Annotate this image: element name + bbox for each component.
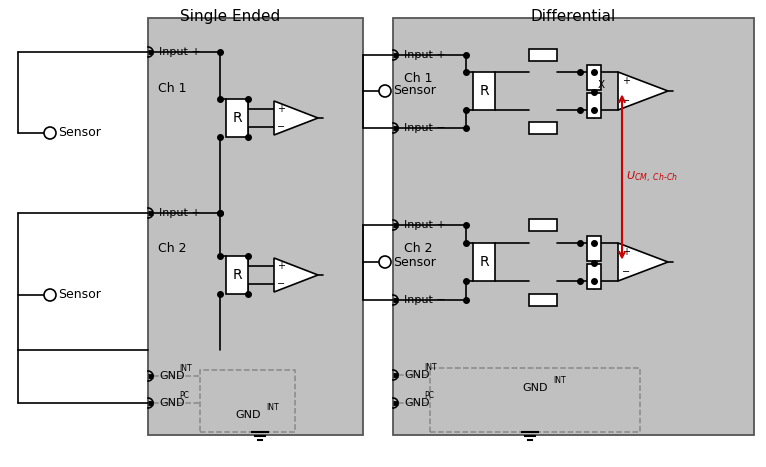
Text: Sensor: Sensor [393,255,436,269]
Text: R: R [232,268,242,282]
Text: $U_{CM,\ Ch\text{-}Ch}$: $U_{CM,\ Ch\text{-}Ch}$ [626,170,678,184]
Text: INT: INT [553,376,565,385]
Text: PC: PC [424,391,434,400]
Bar [200,370,295,432]
Text: GND: GND [235,410,260,420]
Text: Ch 1: Ch 1 [404,71,432,85]
Text: −: − [277,122,285,132]
Bar [529,294,557,306]
Text: INT: INT [424,363,437,372]
Text: +: + [277,104,285,114]
Polygon shape [618,243,668,281]
Text: GND: GND [522,383,548,393]
Text: Input +: Input + [404,220,446,230]
Polygon shape [274,258,318,292]
Circle shape [44,127,56,139]
Bar [529,219,557,231]
Text: Input −: Input − [404,123,446,133]
Bar [473,72,495,110]
Text: Single Ended: Single Ended [180,9,280,24]
Text: Sensor: Sensor [58,127,101,140]
Text: Ch 1: Ch 1 [158,82,186,94]
Text: INT: INT [266,403,279,412]
Text: −: − [277,279,285,289]
Text: Input +: Input + [404,50,446,60]
Polygon shape [274,101,318,135]
Text: GND: GND [159,398,185,408]
Text: GND: GND [159,371,185,381]
Bar [529,49,557,61]
Text: +: + [277,261,285,271]
Text: GND: GND [404,398,430,408]
Bar [226,256,248,294]
Polygon shape [618,72,668,110]
Text: Input −: Input − [404,295,446,305]
Bar [587,236,601,261]
Text: Ch 2: Ch 2 [404,241,432,255]
Text: +: + [622,247,630,257]
Text: GND: GND [404,370,430,380]
Text: R: R [480,255,489,269]
Text: Differential: Differential [530,9,616,24]
Text: −: − [622,96,630,106]
Bar [473,243,495,281]
Text: R: R [232,111,242,125]
Bar [587,65,601,90]
Bar [529,122,557,134]
Bar [430,368,640,432]
Text: +: + [622,76,630,86]
Circle shape [379,85,391,97]
Text: Input +: Input + [159,47,201,57]
Bar [393,18,754,435]
Text: R: R [480,84,489,98]
Text: Sensor: Sensor [58,289,101,302]
Text: −: − [622,267,630,277]
Circle shape [379,256,391,268]
Bar [587,93,601,118]
Text: Ch 2: Ch 2 [158,241,186,255]
Text: Sensor: Sensor [393,85,436,98]
Bar [587,264,601,289]
Text: X: X [598,80,605,91]
Text: Input +: Input + [159,208,201,218]
Bar [226,99,248,137]
Text: INT: INT [179,364,192,373]
Text: PC: PC [179,391,189,400]
Bar [148,18,363,435]
Circle shape [44,289,56,301]
